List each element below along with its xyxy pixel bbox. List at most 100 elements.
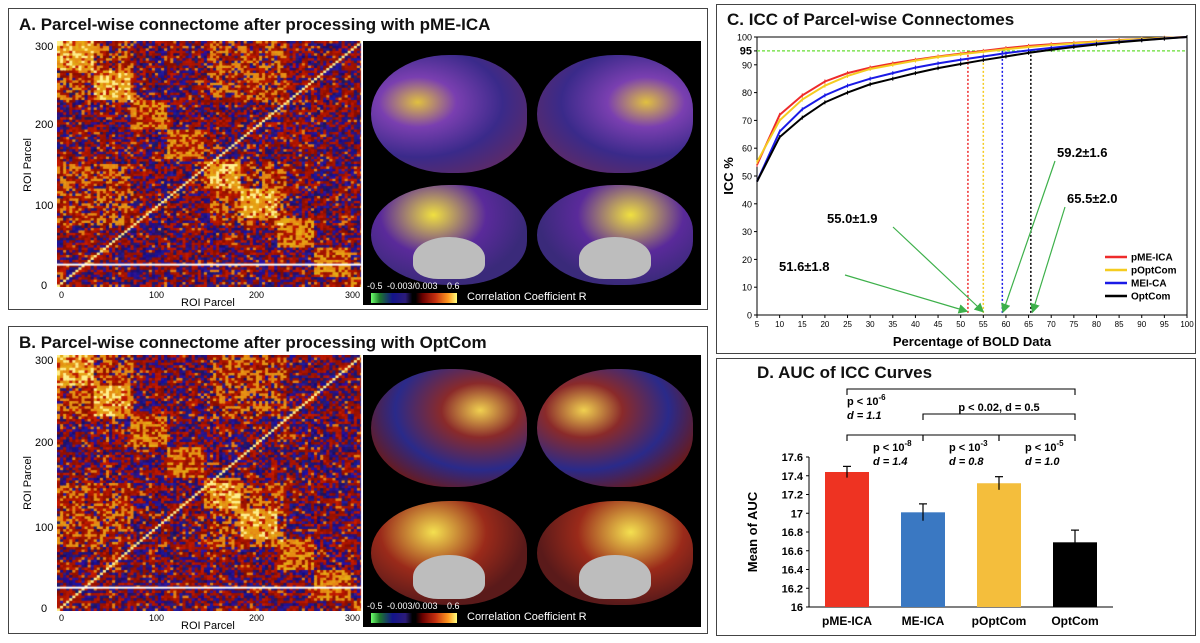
y-tick-label: 17 [791,508,803,520]
marker-arrow-0 [844,274,969,314]
legend-label-pOptCom: pOptCom [1131,266,1177,277]
x-tick-label: 50 [956,320,965,329]
marker-label-0: 51.6±1.8 [779,259,830,274]
x-tick-label: 40 [911,320,920,329]
comparison-d-label-0: d = 1.1 [847,410,882,422]
matrix-b-xtick-300: 300 [345,613,361,623]
brain-lateral-left-b [371,369,527,487]
legend-label-pME-ICA: pME-ICA [1131,253,1173,264]
x-tick-label: 15 [798,320,807,329]
comparison-label-1: p < 0.02, d = 0.5 [958,402,1039,414]
panel-b: B. Parcel-wise connectome after processi… [8,326,708,634]
matrix-a-ylabel: ROI Parcel [21,138,34,192]
connectome-matrix-b [57,355,363,611]
x-tick-label: 60 [1001,320,1010,329]
brain-surfaces-a: -0.5 -0.003/0.003 0.6 Correlation Coeffi… [363,41,701,305]
x-tick-label: 100 [1180,320,1194,329]
x-tick-label-pOptCom: pOptCom [972,614,1027,628]
marker-arrow-1 [892,226,985,313]
y-tick-label: 100 [737,33,752,43]
x-tick-label: 55 [979,320,988,329]
brain-medial-left-b [371,501,527,605]
matrix-a-xtick-0: 0 [59,290,65,300]
matrix-a-ytick-0: 0 [41,280,48,292]
y-tick-label: 0 [747,311,752,321]
x-tick-label: 80 [1092,320,1101,329]
auc-bar-chart: 16 16.2 16.4 16.6 16.8 17 17.2 17.4 17.6 pME-ICA M… [745,388,1113,628]
brain-lateral-right-b [537,369,693,487]
matrix-a-xtick-300: 300 [345,290,361,300]
x-tick-label: 90 [1137,320,1146,329]
y-tick-label: 95 [740,45,752,57]
brain-medial-left-a [371,185,527,285]
y-tick-label: 20 [742,255,752,265]
x-tick-label: 85 [1115,320,1124,329]
matrix-a-ytick-200: 200 [35,119,54,131]
comparison-p-label-3: p < 10-3 [949,439,988,454]
colorbar-b-max: 0.6 [447,601,460,611]
matrix-b-xtick-200: 200 [249,613,265,623]
y-tick-label: 16.4 [782,565,804,577]
comparison-bracket-4 [998,434,1076,441]
y-tick-label: 50 [742,172,752,182]
x-tick-label: 10 [775,320,784,329]
matrix-b-ytick-100: 100 [35,522,54,534]
comparison-p-exponent-3: -3 [981,439,989,448]
colorbar-a-max: 0.6 [447,281,460,291]
panel-c: C. ICC of Parcel-wise Connectomes 0 10 20 3… [716,4,1196,354]
x-tick-label-ME-ICA: ME-ICA [902,614,945,628]
comparison-p-label-4: p < 10-5 [1025,439,1064,454]
matrix-a-xtick-100: 100 [149,290,165,300]
brain-surfaces-b: -0.5 -0.003/0.003 0.6 Correlation Coeffi… [363,355,701,627]
matrix-a-ytick-100: 100 [35,200,54,212]
x-tick-label-pME-ICA: pME-ICA [822,614,872,628]
brain-lateral-right-a [537,55,693,173]
marker-label-3: 65.5±2.0 [1067,191,1118,206]
y-axis-label: Mean of AUC [745,491,760,572]
y-tick-label: 16.8 [782,527,803,539]
matrix-b-ytick-300: 300 [35,355,54,367]
y-tick-label: 16.2 [782,583,803,595]
panel-c-title: C. ICC of Parcel-wise Connectomes [727,10,1015,29]
comparison-p-exponent-0: -6 [879,393,887,402]
x-tick-label: 5 [755,320,760,329]
colorbar-a-label: Correlation Coefficient R [467,291,587,303]
colorbar-a [371,293,457,303]
series-line-pOptCom [756,36,1188,163]
marker-label-2: 59.2±1.6 [1057,145,1108,160]
bar-ME-ICA [901,512,945,607]
matrix-b-ytick-0: 0 [41,603,48,615]
y-tick-label: 80 [742,88,752,98]
colorbar-a-min: -0.5 [367,281,383,291]
y-tick-label: 17.4 [782,471,804,483]
panel-b-title: B. Parcel-wise connectome after processi… [19,333,487,352]
matrix-b-ylabel: ROI Parcel [21,456,34,510]
comparison-p-exponent-2: -8 [905,439,913,448]
series-line-OptCom [756,36,1188,183]
x-tick-label: 70 [1047,320,1056,329]
y-tick-label: 70 [742,116,752,126]
y-tick-label: 10 [742,283,752,293]
connectome-matrix-a [57,41,363,287]
marker-arrow-2 [1001,160,1056,314]
panel-d: D. AUC of ICC Curves 16 16.2 16.4 16.6 16.8 1… [716,358,1196,636]
icc-line-chart: 0 10 20 30 40 50 60 70 80 90 95 100 5 10 15 20 25 30 35 40 4… [721,33,1194,349]
x-tick-label: 30 [866,320,875,329]
matrix-a-ytick-300: 300 [35,41,54,53]
x-tick-label: 45 [934,320,943,329]
series-line-MEI-CA [756,36,1188,182]
matrix-b-xlabel: ROI Parcel [181,620,235,632]
colorbar-b-mid: -0.003/0.003 [387,601,438,611]
y-tick-label: 40 [742,199,752,209]
bar-pOptCom [977,483,1021,607]
comparison-d-label-4: d = 1.0 [1025,456,1060,468]
comparison-d-label-3: d = 0.8 [949,456,984,468]
matrix-b-xtick-0: 0 [59,613,65,623]
legend-label-OptCom: OptCom [1131,292,1171,303]
colorbar-b [371,613,457,623]
comparison-p-exponent-4: -5 [1057,439,1065,448]
y-tick-label: 90 [742,60,752,70]
x-tick-label: 95 [1160,320,1169,329]
comparison-p-label-2: p < 10-8 [873,439,912,454]
colorbar-b-label: Correlation Coefficient R [467,611,587,623]
